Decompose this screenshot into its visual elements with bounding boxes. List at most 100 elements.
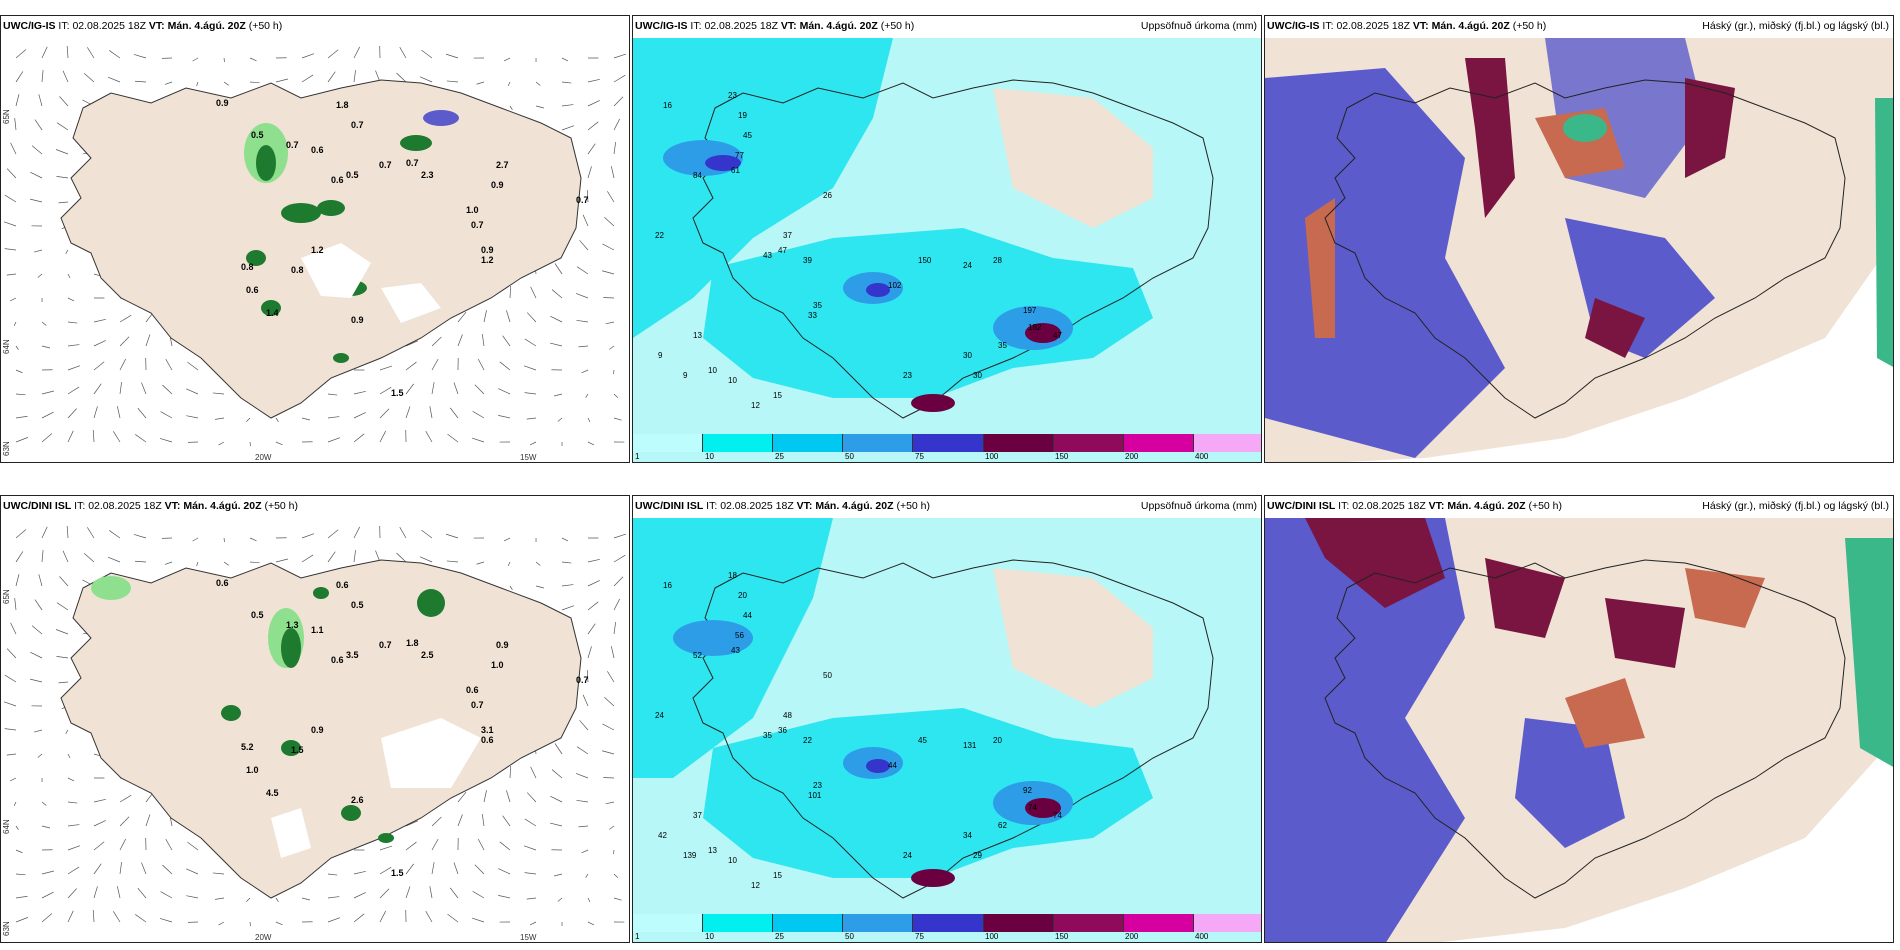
accum-value: 13 [708,846,717,855]
wind-barb [246,417,251,422]
wind-barb [41,825,51,829]
wind-barb [405,841,417,851]
accum-value: 33 [808,311,817,320]
wind-barb [582,214,589,227]
wind-barb [353,70,356,83]
wind-barb [613,622,616,635]
wind-barb [93,340,106,347]
wind-barb [327,873,338,876]
wind-barb [446,80,459,83]
wind-barb [603,777,615,779]
wind-barb [431,816,442,827]
wind-barb [41,70,44,83]
panel-accum-precip-top: UWC/IG-IS IT: 02.08.2025 18Z VT: Mán. 4.… [632,15,1262,463]
wind-barb [212,872,225,875]
panel-title: UWC/DINI ISL IT: 02.08.2025 18Z VT: Mán.… [3,500,299,512]
wind-barb [524,338,537,347]
wind-barb [561,537,569,542]
colorbar-cell [843,434,914,452]
precip-value: 0.6 [216,578,229,588]
colorbar [633,914,1261,932]
wind-barb [41,891,54,899]
precip-value: 2.6 [351,795,364,805]
wind-barb [133,54,147,59]
map-clouds [1265,518,1893,942]
wind-barb [405,340,418,347]
wind-barb [457,311,467,323]
wind-barb [37,273,43,278]
colorbar-cell [773,434,844,452]
wind-barb [137,407,147,419]
precip-value: 0.8 [241,262,254,272]
wind-barb [327,896,340,899]
wind-barb [327,71,336,83]
lon-label-15w: 15W [520,453,537,462]
lon-label-20w: 20W [255,453,272,462]
wind-barb [507,81,511,87]
lon-label-15w: 15W [520,933,537,942]
accum-value: 9 [658,351,663,360]
map-accum-precip: 1624182044435652485035362223101444513120… [633,518,1261,942]
wind-barb [301,53,315,59]
accum-value: 34 [963,831,972,840]
accum-value: 47 [778,246,787,255]
wind-barb [15,369,23,374]
wind-barb [554,263,563,275]
precip-value: 1.4 [266,308,279,318]
precip-value: 2.5 [421,650,434,660]
accum-value: 74 [1053,811,1062,820]
wind-barb [605,321,615,325]
wind-barb [550,315,563,323]
wind-barb [498,388,511,395]
accum-value: 12 [751,881,760,890]
colorbar-label: 75 [915,452,924,461]
wind-barb [526,312,537,323]
wind-barb [575,773,589,779]
snow-patch [271,718,481,858]
wind-barb [93,798,106,803]
precip-value: 0.7 [379,160,392,170]
wind-barb [92,429,95,443]
accum-value: 48 [783,711,792,720]
wind-barb [431,336,442,347]
wind-barb [212,392,225,395]
wind-barb [449,407,459,419]
wind-barb [509,285,512,299]
wind-barb [67,297,75,302]
accum-value: 44 [743,611,752,620]
wind-barb [13,321,17,327]
accum-value: 19 [738,111,747,120]
wind-barb [15,917,29,923]
wind-barb [327,416,340,419]
wind-barb [529,441,537,446]
wind-barb [353,892,366,899]
wind-barb [55,149,69,155]
precip-value: 2.7 [496,160,509,170]
wind-barb [535,105,545,109]
wind-barb [6,273,17,276]
wind-barb [65,729,69,735]
wind-barb [446,560,459,563]
wind-barb [578,825,589,828]
precip-value: 5.2 [241,742,254,752]
wind-barb [327,529,339,539]
wind-barb [15,345,19,351]
precip-value: 0.7 [471,700,484,710]
colorbar-label: 25 [775,452,784,461]
wind-barb [457,334,463,347]
colorbar-cell [1053,914,1124,932]
wind-barb [587,646,592,659]
wind-barb [524,872,537,875]
wind-barb [109,50,121,59]
wind-barb [107,556,121,563]
wind-barb [601,270,615,275]
wind-barb [379,408,390,419]
wind-barb [587,121,599,131]
wind-barb [30,651,43,659]
accum-value: 139 [683,851,697,860]
wind-barb [196,561,199,567]
wind-barb [34,599,43,611]
wind-barb [530,766,537,779]
wind-barb [550,342,563,347]
wind-barb [119,794,132,803]
